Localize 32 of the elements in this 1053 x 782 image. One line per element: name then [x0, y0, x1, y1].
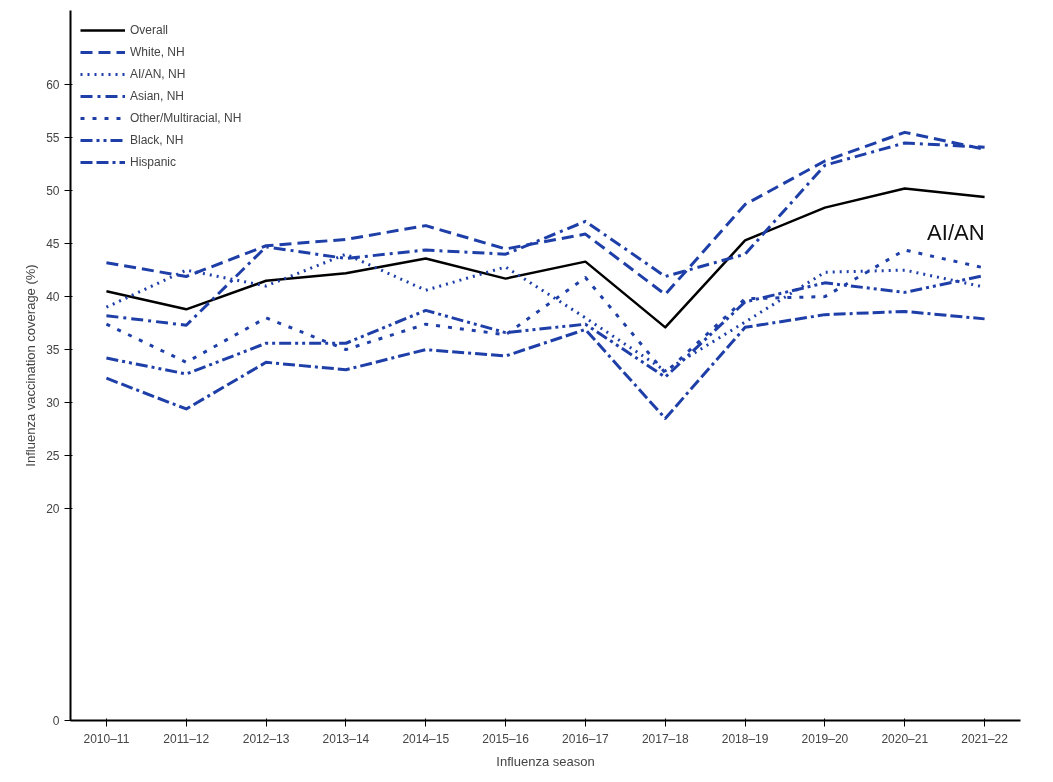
x-tick-label: 2014–15 — [402, 731, 450, 746]
x-tick-label: 2015–16 — [482, 731, 530, 746]
x-tick-label: 2019–20 — [801, 731, 849, 746]
x-tick-label: 2012–13 — [242, 731, 290, 746]
legend-label: Overall — [130, 23, 169, 37]
legend-label: White, NH — [130, 45, 185, 59]
legend-label: Asian, NH — [130, 89, 185, 103]
y-tick-label: 50 — [46, 184, 60, 199]
x-tick-label: 2016–17 — [562, 731, 610, 746]
y-axis-title: Influenza vaccination coverage (%) — [23, 264, 39, 467]
x-tick-label: 2013–14 — [322, 731, 370, 746]
y-tick-label: 20 — [46, 502, 60, 517]
x-axis-title: Influenza season — [496, 753, 595, 769]
x-tick-label: 2011–12 — [163, 731, 210, 746]
y-tick-label: 35 — [46, 343, 60, 358]
y-tick-label: 25 — [46, 449, 60, 464]
y-tick-label: 45 — [46, 237, 60, 252]
y-tick-label: 55 — [46, 131, 60, 146]
y-tick-label: 60 — [46, 78, 60, 93]
x-tick-label: 2018–19 — [721, 731, 769, 746]
legend-label: Black, NH — [130, 133, 184, 147]
x-tick-label: 2021–22 — [961, 731, 1009, 746]
y-tick-label: 40 — [46, 290, 60, 305]
y-tick-label: 0 — [52, 714, 60, 728]
legend-label: AI/AN, NH — [130, 67, 186, 81]
y-tick-label: 30 — [46, 396, 60, 411]
annotation: AI/AN — [927, 219, 985, 245]
legend-label: Other/Multiracial, NH — [130, 111, 242, 125]
x-tick-label: 2017–18 — [641, 731, 689, 746]
legend-label: Hispanic — [130, 155, 177, 169]
x-tick-label: 2010–11 — [83, 731, 130, 746]
x-tick-label: 2020–21 — [881, 731, 929, 746]
